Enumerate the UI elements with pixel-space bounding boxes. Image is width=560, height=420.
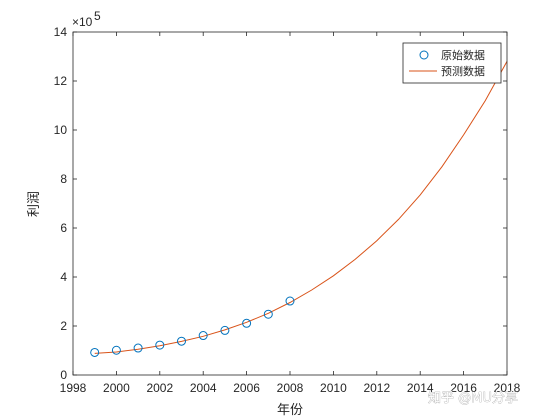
x-tick-label: 2008 — [277, 381, 304, 395]
y-axis-label: 利润 — [27, 191, 42, 217]
legend-box — [402, 42, 502, 84]
y-tick-label: 14 — [54, 25, 68, 39]
watermark-text: 知乎 @MU分享 — [428, 390, 518, 406]
legend-label-original: 原始数据 — [441, 48, 485, 62]
y-tick-label: 8 — [60, 172, 67, 186]
data-point-original — [155, 340, 165, 350]
data-point-original — [111, 345, 121, 355]
data-point-original — [220, 325, 230, 335]
data-point-original — [285, 296, 295, 306]
y-tick-label: 0 — [60, 368, 67, 382]
x-tick-label: 2010 — [320, 381, 347, 395]
x-axis-label: 年份 — [277, 403, 303, 418]
tick-labels: 1998 2000 2002 2004 2006 2008 2010 2012 2014 2016… — [54, 25, 521, 395]
data-point-original — [198, 331, 208, 341]
data-point-original — [133, 343, 143, 353]
y-tick-label: 4 — [60, 270, 67, 284]
y-tick-label: 6 — [60, 221, 67, 235]
axes — [72, 31, 508, 376]
legend-label-forecast: 预测数据 — [441, 64, 485, 78]
legend-marker-original — [419, 50, 429, 60]
x-tick-label: 2004 — [190, 381, 217, 395]
data-point-original — [177, 336, 186, 346]
data-point-original — [242, 318, 252, 328]
x-tick-label: 2000 — [103, 381, 130, 395]
x-tick-label: 2002 — [146, 381, 173, 395]
x-tick-label: 1998 — [60, 381, 87, 395]
data-point-original — [90, 347, 100, 357]
x-tick-label: 2018 — [494, 381, 521, 395]
y-tick-label: 12 — [54, 74, 68, 88]
y-exponent-base: ×10 — [72, 15, 93, 29]
x-tick-label: 2016 — [450, 381, 477, 395]
legend: 原始数据 预测数据 — [402, 42, 502, 84]
plot-area — [73, 32, 507, 375]
x-tick-label: 2012 — [363, 381, 390, 395]
x-tick-label: 2014 — [407, 381, 434, 395]
y-exponent-power: 5 — [94, 9, 101, 23]
data-point-original — [263, 309, 273, 319]
y-tick-label: 10 — [54, 123, 68, 137]
x-tick-label: 2006 — [233, 381, 260, 395]
marks — [90, 61, 508, 357]
y-tick-label: 2 — [60, 319, 67, 333]
